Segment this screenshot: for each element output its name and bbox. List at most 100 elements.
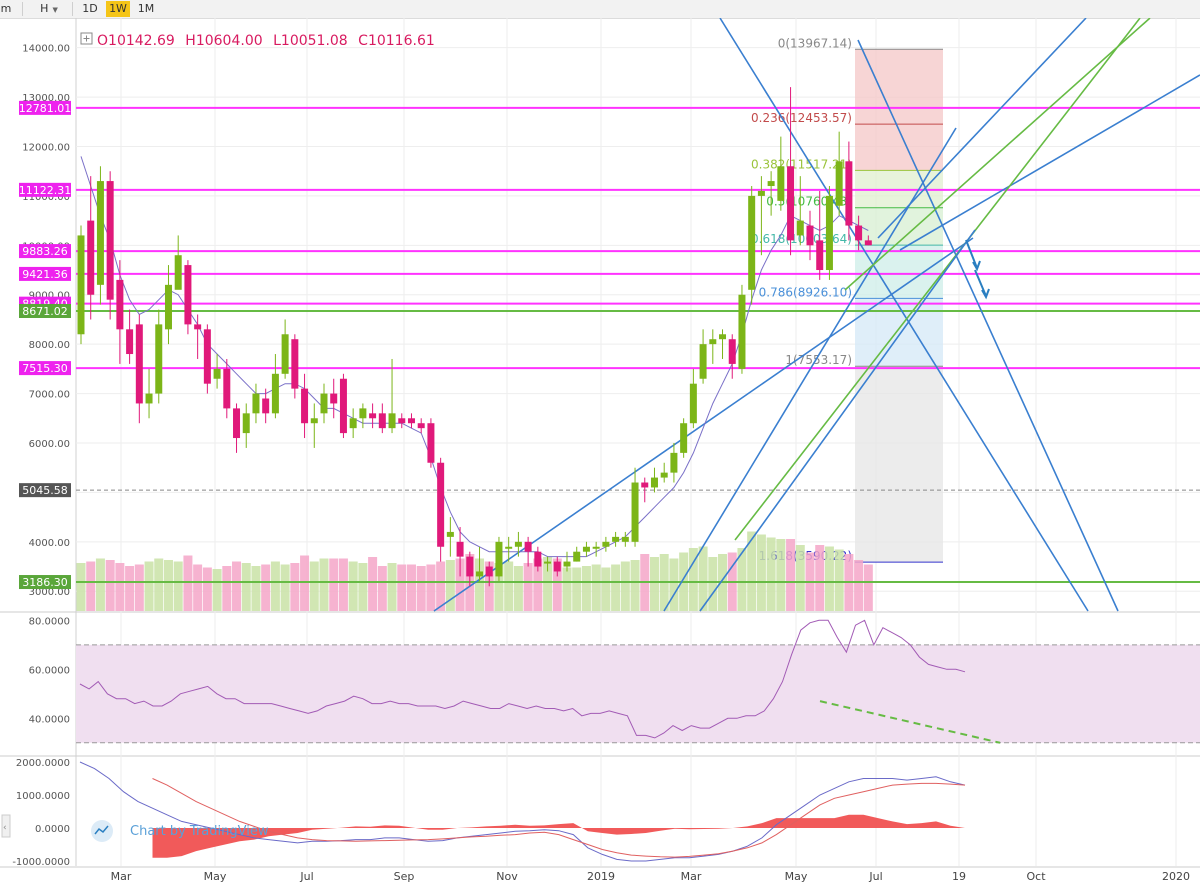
- time-tick-label: Mar: [681, 870, 702, 883]
- volume-bar: [611, 564, 621, 611]
- moving-average: [80, 156, 869, 558]
- timeframe-minute-button[interactable]: m: [0, 2, 12, 15]
- fibonacci-retracement[interactable]: 0(13967.14) 0.236(12453.57) 0.382(11517.21…: [751, 36, 943, 563]
- trend-line[interactable]: [877, 18, 1087, 239]
- fib-level-label: 0.786(8926.10): [759, 285, 852, 299]
- trend-line[interactable]: [663, 127, 957, 612]
- candle-body: [242, 413, 250, 434]
- fib-level-label: 0.236(12453.57): [751, 111, 852, 125]
- trend-line[interactable]: [699, 229, 976, 612]
- time-tick-label: 2020: [1162, 870, 1190, 883]
- trend-line[interactable]: [899, 74, 1200, 251]
- candle-body: [689, 383, 697, 424]
- price-level-label: 7515.30: [22, 362, 68, 375]
- volume-bar: [163, 560, 173, 611]
- volume-bar: [212, 569, 222, 611]
- trend-line[interactable]: [433, 237, 974, 612]
- trend-lines[interactable]: [433, 18, 1200, 612]
- time-tick-label: 19: [952, 870, 966, 883]
- price-tick-label: 12000.00: [22, 142, 70, 153]
- candle-body: [106, 181, 114, 300]
- candle-body: [787, 166, 795, 241]
- timeframe-toolbar: m H ▼ 1D 1W 1M: [0, 0, 1200, 19]
- volume-bar: [436, 561, 446, 611]
- price-level-label-bg: [19, 575, 71, 590]
- trend-line[interactable]: [857, 39, 1119, 612]
- timeframe-1d-button[interactable]: 1D: [82, 2, 98, 15]
- trend-line[interactable]: [844, 18, 1151, 291]
- candle-body: [87, 220, 95, 295]
- candle-body: [534, 551, 542, 567]
- candle-body: [728, 339, 736, 364]
- volume-bar: [406, 564, 416, 611]
- volume-bar: [756, 534, 766, 611]
- candle-body: [417, 423, 425, 429]
- candle-body: [650, 477, 658, 488]
- volume-bar: [649, 557, 659, 611]
- volume-bar: [445, 560, 455, 611]
- macd-tick-label: -1000.0000: [12, 857, 70, 868]
- plus-square-icon[interactable]: [80, 32, 93, 45]
- macd-histogram: [152, 814, 965, 858]
- volume-bar: [601, 567, 611, 611]
- volume-bar: [591, 564, 601, 611]
- time-tick-label: May: [785, 870, 808, 883]
- left-scroll-handle[interactable]: ‹: [1, 814, 11, 838]
- price-tick-label: 6000.00: [29, 439, 70, 450]
- fib-level-label: 0(13967.14): [778, 36, 852, 50]
- volume-bar: [348, 561, 358, 611]
- volume-bar: [494, 563, 504, 611]
- candle-body: [116, 279, 124, 330]
- volume-bar: [504, 561, 514, 611]
- candle-body: [553, 561, 561, 572]
- tradingview-watermark[interactable]: Chart by TradingView: [91, 820, 269, 842]
- timeframe-1m-button[interactable]: 1M: [137, 2, 155, 15]
- candle-body: [320, 393, 328, 414]
- price-axis[interactable]: 3000.004000.005000.006000.007000.008000.…: [22, 44, 70, 599]
- candle-body: [621, 536, 629, 542]
- volume-bar: [309, 561, 319, 611]
- candle-body: [631, 482, 639, 542]
- candle-body: [155, 324, 163, 394]
- horizontal-levels[interactable]: [76, 106, 1200, 584]
- volume-bar: [261, 564, 271, 611]
- price-tick-label: 14000.00: [22, 44, 70, 55]
- candle-body: [339, 378, 347, 434]
- candle-body: [592, 546, 600, 549]
- volume-bar: [747, 531, 757, 611]
- rsi-tick-label: 60.0000: [29, 665, 70, 676]
- candle-body: [680, 423, 688, 453]
- trend-line[interactable]: [719, 18, 1089, 612]
- candle-body: [359, 408, 367, 419]
- volume-bar: [202, 567, 212, 611]
- candle-body: [291, 339, 299, 389]
- candle-body: [602, 541, 610, 547]
- time-axis[interactable]: Mar May Jul Sep Nov 2019 Mar May Jul 19 Oct 2020: [111, 870, 1190, 883]
- candle-body: [514, 541, 522, 547]
- candle-body: [330, 393, 338, 404]
- candle-body: [437, 462, 445, 547]
- chevron-left-icon: ‹: [3, 823, 7, 833]
- volume-bar: [280, 564, 290, 611]
- volume-bar: [455, 558, 465, 611]
- timeframe-1w-button[interactable]: 1W: [106, 1, 130, 17]
- volume-bar: [251, 566, 261, 611]
- rsi-trend-line: [819, 700, 1001, 744]
- candle-body: [806, 225, 814, 246]
- macd-signal-line: [152, 778, 966, 858]
- price-level-label: 8671.02: [22, 305, 68, 318]
- fib-zone: [855, 49, 943, 125]
- timeframe-hour-button[interactable]: H ▼: [40, 2, 58, 15]
- volume-bar: [834, 549, 844, 611]
- volume-bar: [854, 560, 864, 611]
- candle-body: [777, 166, 785, 201]
- ohlc-open-value: 10142.69: [108, 33, 175, 49]
- volume-bar: [115, 563, 125, 611]
- candle-body: [612, 536, 620, 542]
- time-tick-label: Nov: [496, 870, 518, 883]
- macd-tick-label: 1000.0000: [16, 791, 70, 802]
- time-tick-label: 2019: [587, 870, 615, 883]
- trend-line[interactable]: [734, 18, 1141, 541]
- chart-canvas[interactable]: 0(13967.14) 0.236(12453.57) 0.382(11517.21…: [0, 18, 1200, 889]
- volume-bar: [824, 546, 834, 611]
